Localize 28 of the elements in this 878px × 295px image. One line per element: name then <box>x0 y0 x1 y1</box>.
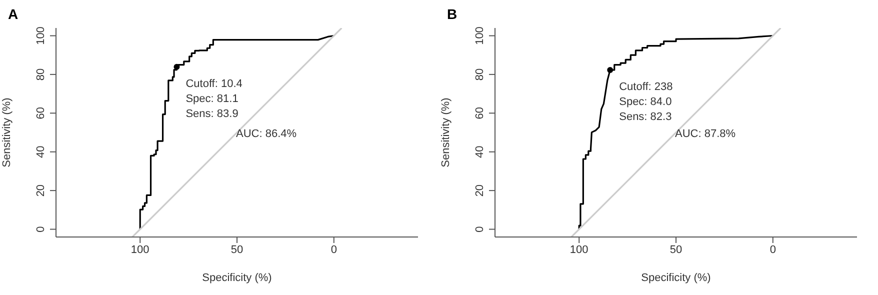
x-tick-label: 100 <box>570 244 588 256</box>
y-tick-label: 80 <box>474 68 486 81</box>
annotation: Cutoff: 10.4 Spec: 81.1 Sens: 83.9 <box>186 78 242 120</box>
y-axis-title: Sensitivity (%) <box>0 98 13 168</box>
y-tick-label: 20 <box>35 184 47 197</box>
annotation: AUC: 86.4% <box>236 128 297 140</box>
x-tick-label: 50 <box>230 244 244 256</box>
chart-title: B <box>447 6 458 22</box>
annotation: AUC: 87.8% <box>675 128 736 140</box>
x-tick-label: 50 <box>670 244 682 256</box>
y-tick-label: 100 <box>474 26 486 45</box>
y-tick-label: 40 <box>474 146 486 158</box>
x-tick-label: 0 <box>330 244 337 256</box>
y-tick-label: 40 <box>35 146 47 158</box>
y-tick-label: 20 <box>474 184 486 197</box>
x-axis-title: Specificity (%) <box>202 272 272 284</box>
y-tick-label: 100 <box>35 26 47 45</box>
annotation: Cutoff: 238 Spec: 84.0 Sens: 82.3 <box>619 80 673 123</box>
x-tick-label: 0 <box>770 244 776 256</box>
y-axis-title: Sensitivity (%) <box>440 98 452 168</box>
y-tick-label: 60 <box>35 107 47 120</box>
y-tick-label: 0 <box>35 226 47 232</box>
y-tick-label: 60 <box>474 107 486 120</box>
y-tick-label: 0 <box>474 226 486 232</box>
x-axis-title: Specificity (%) <box>641 272 711 284</box>
y-tick-label: 80 <box>35 68 47 81</box>
chart-title: A <box>8 6 18 22</box>
x-tick-label: 100 <box>130 244 150 256</box>
